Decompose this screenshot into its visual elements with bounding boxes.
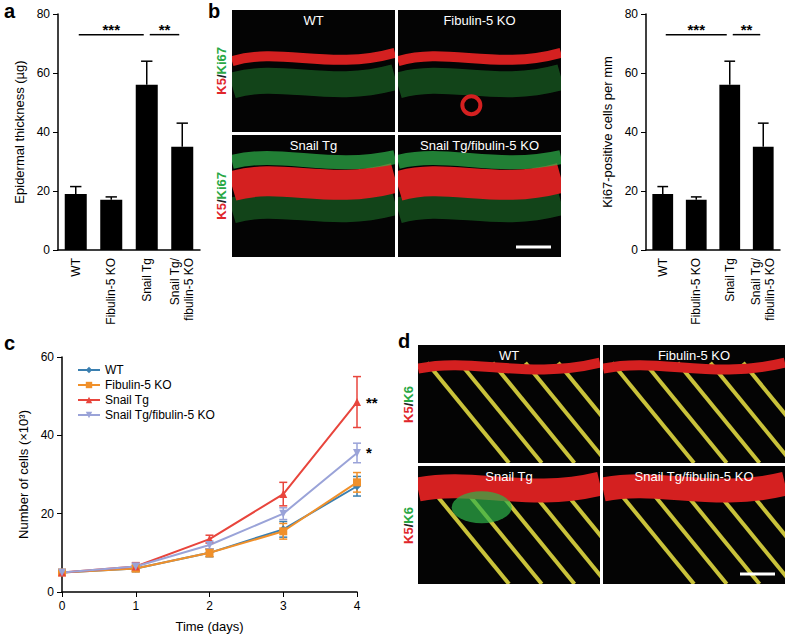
svg-text:0: 0 (631, 243, 638, 257)
svg-text:Fibulin-5 KO: Fibulin-5 KO (689, 258, 703, 325)
svg-text:60: 60 (41, 350, 55, 364)
svg-text:Ki67-positive cells per mm: Ki67-positive cells per mm (600, 56, 615, 208)
svg-text:40: 40 (625, 125, 639, 139)
html-text:K5: K5 (213, 203, 229, 220)
svg-text:80: 80 (625, 7, 639, 21)
html-text:K5: K5 (213, 78, 229, 95)
html-text:K5: K5 (400, 405, 416, 423)
html-text:b: b (208, 0, 221, 22)
svg-text:Snail Tg: Snail Tg (723, 258, 737, 302)
svg-text:1: 1 (132, 599, 139, 613)
svg-text:Snail Tg/: Snail Tg/ (749, 257, 763, 305)
svg-text:*: * (366, 444, 372, 461)
html-text:c: c (4, 332, 16, 354)
svg-text:Snail Tg/: Snail Tg/ (168, 257, 182, 305)
svg-text:40: 40 (41, 428, 55, 442)
svg-text:**: ** (741, 21, 753, 38)
svg-text:***: *** (102, 21, 120, 38)
svg-text:Snail Tg: Snail Tg (105, 393, 149, 407)
svg-text:20: 20 (625, 184, 639, 198)
svg-text:3: 3 (280, 599, 287, 613)
html-text:Snail Tg: Snail Tg (289, 138, 338, 153)
svg-text:**: ** (366, 394, 378, 411)
svg-text:Number of cells (×10³): Number of cells (×10³) (16, 410, 31, 539)
svg-text:Fibulin-5 KO: Fibulin-5 KO (105, 378, 172, 392)
svg-text:0: 0 (43, 243, 50, 257)
html-text:Snail Tg/fibulin-5 KO: Snail Tg/fibulin-5 KO (420, 138, 539, 153)
svg-text:2: 2 (206, 599, 213, 613)
html-text:K6: K6 (400, 385, 416, 403)
html-text:Fibulin-5 KO: Fibulin-5 KO (657, 348, 731, 363)
html-text:d: d (398, 330, 411, 352)
svg-text:0: 0 (59, 599, 66, 613)
svg-text:20: 20 (37, 184, 51, 198)
svg-text:80: 80 (37, 7, 51, 21)
html-text:Ki67: Ki67 (213, 172, 229, 200)
svg-text:fibulin-5 KO: fibulin-5 KO (763, 258, 777, 321)
svg-text:Epidermal thickness (µg): Epidermal thickness (µg) (12, 60, 27, 203)
svg-text:**: ** (159, 21, 171, 38)
svg-text:WT: WT (656, 257, 670, 276)
html-text:K6: K6 (400, 506, 416, 524)
html-text:WT: WT (498, 348, 520, 363)
html-text:WT: WT (303, 13, 324, 28)
html-text:a: a (4, 0, 16, 22)
svg-text:Time (days): Time (days) (175, 619, 243, 634)
svg-text:60: 60 (625, 66, 639, 80)
svg-text:Snail Tg/fibulin-5 KO: Snail Tg/fibulin-5 KO (105, 408, 215, 422)
svg-text:4: 4 (354, 599, 361, 613)
svg-text:20: 20 (41, 507, 55, 521)
html-text:Snail Tg/fibulin-5 KO: Snail Tg/fibulin-5 KO (634, 469, 754, 484)
svg-text:WT: WT (105, 363, 124, 377)
html-text:K5: K5 (400, 526, 416, 544)
svg-text:0: 0 (47, 585, 54, 599)
html-text:Ki67: Ki67 (213, 47, 229, 75)
svg-text:60: 60 (37, 66, 51, 80)
svg-text:fibulin-5 KO: fibulin-5 KO (182, 258, 196, 321)
svg-text:Fibulin-5 KO: Fibulin-5 KO (104, 258, 118, 325)
html-text:Fibulin-5 KO: Fibulin-5 KO (443, 13, 516, 28)
svg-text:***: *** (687, 21, 705, 38)
html-text:Snail Tg: Snail Tg (485, 469, 533, 484)
svg-text:WT: WT (69, 257, 83, 276)
svg-text:Snail Tg: Snail Tg (140, 258, 154, 302)
svg-text:40: 40 (37, 125, 51, 139)
